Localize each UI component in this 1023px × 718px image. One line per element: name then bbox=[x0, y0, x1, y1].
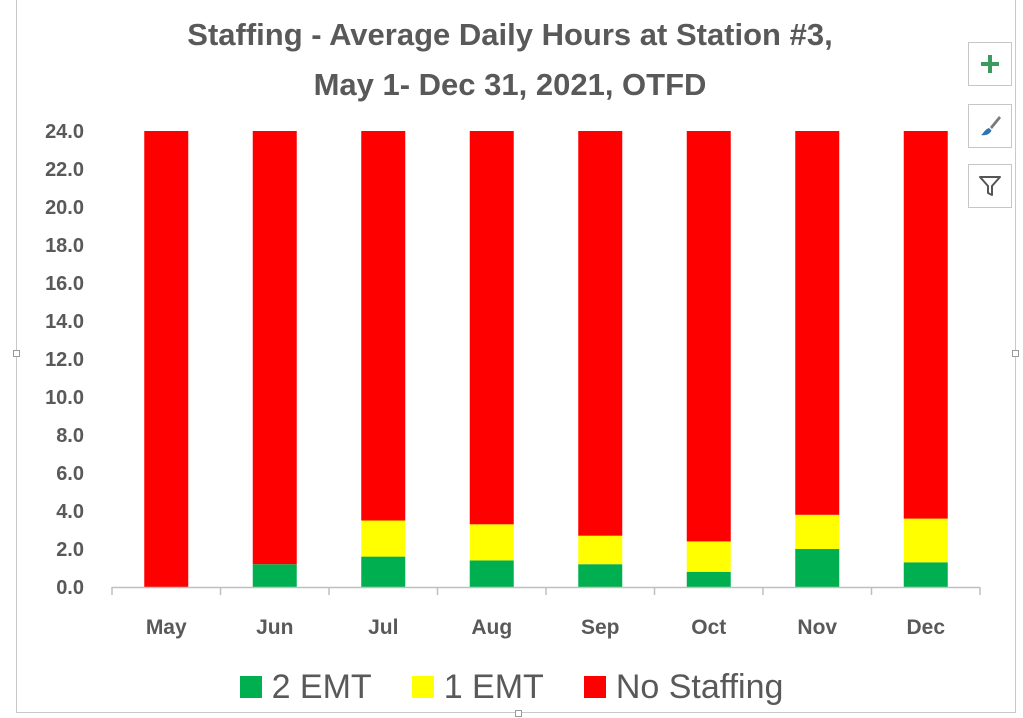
bar-2-emt-jul[interactable] bbox=[361, 556, 406, 587]
chart-title-line-1: Staffing - Average Daily Hours at Statio… bbox=[187, 17, 833, 52]
bar-1-emt-nov[interactable] bbox=[795, 514, 840, 549]
x-tick-label: Dec bbox=[906, 616, 945, 639]
bar-1-emt-oct[interactable] bbox=[686, 541, 731, 572]
resize-handle-right[interactable] bbox=[1012, 350, 1019, 357]
bar-1-emt-dec[interactable] bbox=[903, 518, 948, 563]
bar-no-staffing-jun[interactable] bbox=[252, 131, 297, 565]
legend-swatch-2-emt bbox=[239, 676, 262, 698]
bar-no-staffing-aug[interactable] bbox=[469, 131, 514, 525]
y-tick-label: 18.0 bbox=[45, 235, 84, 257]
bar-no-staffing-jul[interactable] bbox=[361, 131, 406, 521]
bar-2-emt-jun[interactable] bbox=[252, 564, 297, 587]
bar-no-staffing-nov[interactable] bbox=[795, 131, 840, 515]
x-tick-label: Aug bbox=[471, 616, 512, 639]
y-tick-label: 14.0 bbox=[45, 311, 84, 333]
y-tick-label: 16.0 bbox=[45, 273, 84, 295]
x-tick-label: Sep bbox=[581, 616, 620, 639]
x-tick-label: Jul bbox=[368, 616, 398, 639]
bar-2-emt-sep[interactable] bbox=[578, 564, 623, 587]
y-tick-label: 8.0 bbox=[56, 425, 84, 447]
chart-title-line-2: May 1- Dec 31, 2021, OTFD bbox=[313, 67, 707, 102]
resize-handle-left[interactable] bbox=[13, 350, 20, 357]
y-tick-label: 0.0 bbox=[56, 577, 84, 599]
x-tick-label: Nov bbox=[797, 616, 837, 639]
paintbrush-icon bbox=[981, 116, 1001, 136]
chart-styles-button[interactable] bbox=[968, 104, 1012, 148]
legend-label-2-emt: 2 EMT bbox=[271, 667, 372, 706]
bar-no-staffing-oct[interactable] bbox=[686, 131, 731, 542]
bar-1-emt-sep[interactable] bbox=[578, 535, 623, 565]
legend-item-no-staffing: No Staffing bbox=[583, 667, 784, 707]
bar-no-staffing-may[interactable] bbox=[144, 131, 189, 587]
y-tick-label: 4.0 bbox=[56, 501, 84, 523]
legend-label-1-emt: 1 EMT bbox=[443, 667, 544, 706]
legend-swatch-1-emt bbox=[411, 676, 434, 698]
bar-2-emt-nov[interactable] bbox=[795, 549, 840, 587]
resize-handle-bottom[interactable] bbox=[515, 710, 522, 717]
legend-item-1-emt: 1 EMT bbox=[411, 667, 544, 707]
y-tick-label: 12.0 bbox=[45, 349, 84, 371]
bar-no-staffing-sep[interactable] bbox=[578, 131, 623, 536]
y-tick-label: 22.0 bbox=[45, 159, 84, 181]
bar-no-staffing-dec[interactable] bbox=[903, 131, 948, 519]
y-tick-label: 24.0 bbox=[45, 121, 84, 143]
legend-item-2-emt: 2 EMT bbox=[239, 667, 372, 707]
bar-1-emt-aug[interactable] bbox=[469, 524, 514, 561]
y-tick-label: 10.0 bbox=[45, 387, 84, 409]
y-tick-label: 6.0 bbox=[56, 463, 84, 485]
bar-2-emt-oct[interactable] bbox=[686, 571, 731, 587]
legend-swatch-no-staffing bbox=[583, 676, 606, 698]
legend-label-no-staffing: No Staffing bbox=[615, 667, 784, 706]
chart-elements-button[interactable] bbox=[968, 42, 1012, 86]
chart-title: Staffing - Average Daily Hours at Statio… bbox=[90, 10, 930, 110]
y-tick-label: 2.0 bbox=[56, 539, 84, 561]
filter-icon bbox=[979, 176, 1001, 196]
bar-2-emt-aug[interactable] bbox=[469, 560, 514, 587]
x-tick-label: May bbox=[146, 616, 187, 639]
plus-icon bbox=[981, 55, 999, 73]
bar-1-emt-jul[interactable] bbox=[361, 520, 406, 557]
bar-2-emt-dec[interactable] bbox=[903, 562, 948, 587]
x-tick-label: Jun bbox=[256, 616, 293, 639]
x-tick-label: Oct bbox=[691, 616, 726, 639]
legend: 2 EMT 1 EMT No Staffing bbox=[0, 665, 1023, 709]
y-tick-label: 20.0 bbox=[45, 197, 84, 219]
chart-filters-button[interactable] bbox=[968, 164, 1012, 208]
